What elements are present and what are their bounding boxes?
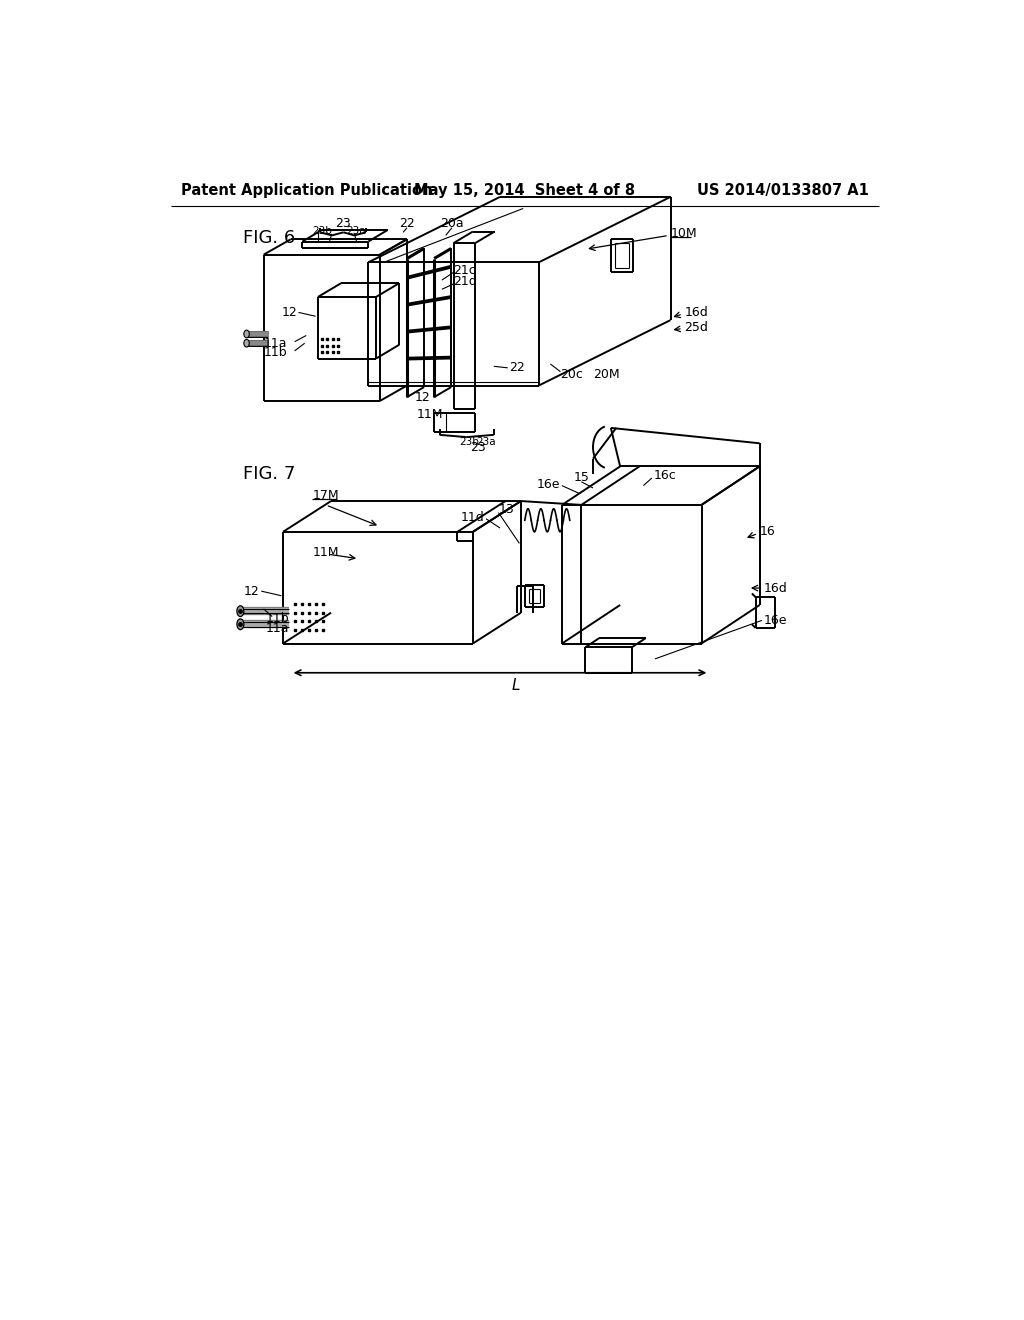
Text: 23b: 23b <box>459 437 479 446</box>
Text: 16: 16 <box>760 525 775 539</box>
Text: 25d: 25d <box>684 321 709 334</box>
Text: 16e: 16e <box>764 614 787 627</box>
Text: FIG. 6: FIG. 6 <box>243 230 295 247</box>
Text: 23: 23 <box>336 218 351 231</box>
Text: 16c: 16c <box>653 469 676 482</box>
Text: May 15, 2014  Sheet 4 of 8: May 15, 2014 Sheet 4 of 8 <box>415 183 635 198</box>
Text: 21c: 21c <box>454 264 476 277</box>
Text: 16d: 16d <box>684 306 709 319</box>
Text: 20M: 20M <box>593 367 620 380</box>
Text: 15: 15 <box>573 471 590 484</box>
Text: 11b: 11b <box>263 346 287 359</box>
Text: US 2014/0133807 A1: US 2014/0133807 A1 <box>697 183 869 198</box>
Text: 12: 12 <box>282 306 297 319</box>
Text: 11a: 11a <box>266 622 290 635</box>
Text: 13: 13 <box>499 503 514 516</box>
Text: 20a: 20a <box>440 218 464 231</box>
Text: 11a: 11a <box>263 337 287 350</box>
Text: 12: 12 <box>244 585 260 598</box>
Text: FIG. 7: FIG. 7 <box>243 465 295 483</box>
Text: 11M: 11M <box>312 546 339 560</box>
Text: 12: 12 <box>415 391 430 404</box>
Ellipse shape <box>244 339 249 347</box>
Text: 16d: 16d <box>764 582 787 594</box>
Text: 20c: 20c <box>560 367 584 380</box>
Text: 10M: 10M <box>671 227 697 240</box>
Text: L: L <box>511 677 520 693</box>
Text: 23: 23 <box>470 441 486 454</box>
Text: Patent Application Publication: Patent Application Publication <box>180 183 432 198</box>
Text: 23b: 23b <box>312 226 332 236</box>
Ellipse shape <box>237 606 244 616</box>
Text: 17M: 17M <box>312 490 339 502</box>
Text: 22: 22 <box>399 218 415 231</box>
Ellipse shape <box>237 619 244 630</box>
Text: 11d: 11d <box>461 511 484 524</box>
Text: 21d: 21d <box>454 275 477 288</box>
Ellipse shape <box>244 330 249 338</box>
Text: 23a: 23a <box>476 437 496 446</box>
Text: 11M: 11M <box>417 408 443 421</box>
Text: 11b: 11b <box>266 612 290 626</box>
Text: 22: 22 <box>509 362 525 375</box>
Text: 23a: 23a <box>346 226 366 236</box>
Text: 16e: 16e <box>537 478 560 491</box>
